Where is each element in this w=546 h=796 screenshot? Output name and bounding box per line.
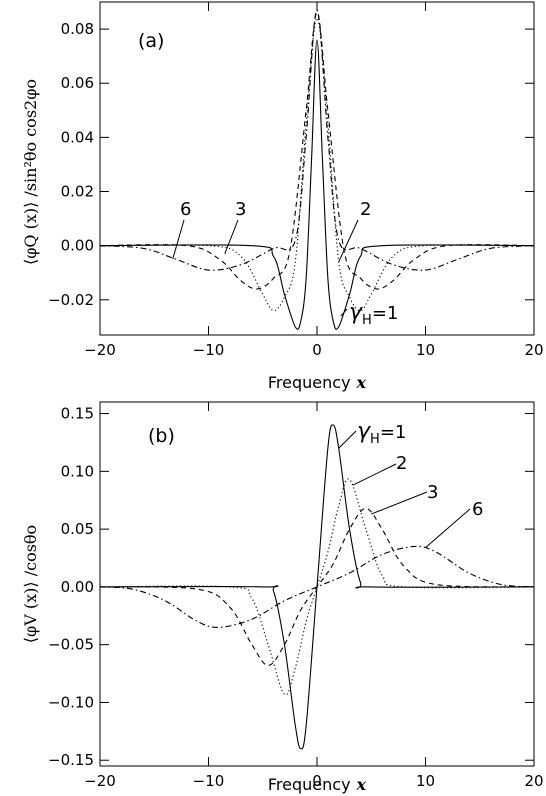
annotation-leader <box>371 491 428 515</box>
x-tick-label: −20 <box>84 341 116 359</box>
gamma-subscript: H <box>362 313 372 328</box>
series-line-3 <box>99 12 535 290</box>
xlabel-text: Frequency <box>268 775 351 794</box>
panel-a-curves <box>99 9 535 330</box>
annotation-leader <box>340 308 348 317</box>
panel-b-xlabel: Frequency x <box>268 775 367 794</box>
panel-a-ylabel: ⟨φQ (x)⟩ /sin²θo cos2φo <box>21 79 40 265</box>
panel-a-label: (a) <box>138 30 164 52</box>
panel-b-ylabel: ⟨φV (x)⟩ /cosθo <box>21 525 40 643</box>
series-line-2 <box>99 17 535 312</box>
panel-a-leaders <box>172 219 359 317</box>
annotation-b-gamma: γH=1 <box>357 419 406 447</box>
y-tick-label: −0.15 <box>48 751 94 769</box>
y-tick-label: −0.02 <box>48 291 94 309</box>
x-tick-label: 10 <box>416 341 435 359</box>
annotation-leader <box>172 219 185 260</box>
xlabel-var: x <box>356 373 367 392</box>
y-tick-label: −0.05 <box>48 636 94 654</box>
series-line-1 <box>99 39 535 330</box>
annotation-leader <box>224 219 239 254</box>
annotation-a-2: 2 <box>360 199 371 220</box>
x-tick-label: −20 <box>84 772 116 790</box>
series-line-6 <box>99 9 535 271</box>
x-tick-label: −10 <box>193 341 225 359</box>
panel-b-curves <box>99 424 535 750</box>
x-tick-label: 20 <box>524 772 543 790</box>
annotation-b-2: 2 <box>396 453 407 474</box>
xlabel-text: Frequency <box>268 373 351 392</box>
annotation-leader <box>425 508 471 548</box>
series-line-2 <box>99 478 535 696</box>
panel-b-ticks: −20 −10 0 10 20 −0.15 −0.10 −0.05 0.00 0.05 0.10 0.… <box>48 402 544 790</box>
annotation-b-3: 3 <box>427 482 438 503</box>
panel-a-frame <box>99 1 535 336</box>
xlabel-var: x <box>356 775 367 794</box>
panel-b-chart: −20 −10 0 10 20 −0.15 −0.10 −0.05 0.00 0.05 0.10 0.… <box>21 401 544 794</box>
y-tick-label: 0.04 <box>61 128 94 146</box>
gamma-subscript: H <box>370 432 380 447</box>
x-tick-label: −10 <box>193 772 225 790</box>
y-tick-label: 0.06 <box>61 74 94 92</box>
annotation-a-6: 6 <box>180 199 191 220</box>
y-tick-label: 0.02 <box>61 183 94 201</box>
annotation-leader <box>338 430 357 449</box>
gamma-symbol: γ <box>357 419 371 444</box>
annotation-a-gamma: γH=1 <box>349 300 398 328</box>
y-tick-label: 0.15 <box>61 405 94 423</box>
x-tick-label: 0 <box>312 772 322 790</box>
gamma-symbol: γ <box>349 300 363 325</box>
x-tick-label: 0 <box>312 341 322 359</box>
y-tick-label: 0.00 <box>61 578 94 596</box>
x-tick-label: 10 <box>416 772 435 790</box>
x-tick-label: 20 <box>524 341 543 359</box>
y-tick-label: 0.08 <box>61 20 94 38</box>
panel-a-chart: −20 −10 0 10 20 −0.02 0.00 0.02 0.04 0.06 0.08 (a)… <box>21 1 544 392</box>
gamma-equals: =1 <box>372 303 399 324</box>
y-tick-label: 0.10 <box>61 462 94 480</box>
annotation-leader <box>338 219 359 263</box>
panel-a-xlabel: Frequency x <box>268 373 367 392</box>
gamma-equals: =1 <box>380 422 407 443</box>
panel-a-ticks: −20 −10 0 10 20 −0.02 0.00 0.02 0.04 0.06 0.08 <box>48 2 544 359</box>
series-line-6 <box>99 545 535 628</box>
y-tick-label: 0.00 <box>61 237 94 255</box>
panel-b-label: (b) <box>148 425 175 447</box>
panel-b-leaders <box>338 430 471 548</box>
annotation-leader <box>352 463 397 486</box>
y-tick-label: −0.10 <box>48 693 94 711</box>
y-tick-label: 0.05 <box>61 520 94 538</box>
annotation-a-3: 3 <box>235 199 246 220</box>
annotation-b-6: 6 <box>472 499 483 520</box>
